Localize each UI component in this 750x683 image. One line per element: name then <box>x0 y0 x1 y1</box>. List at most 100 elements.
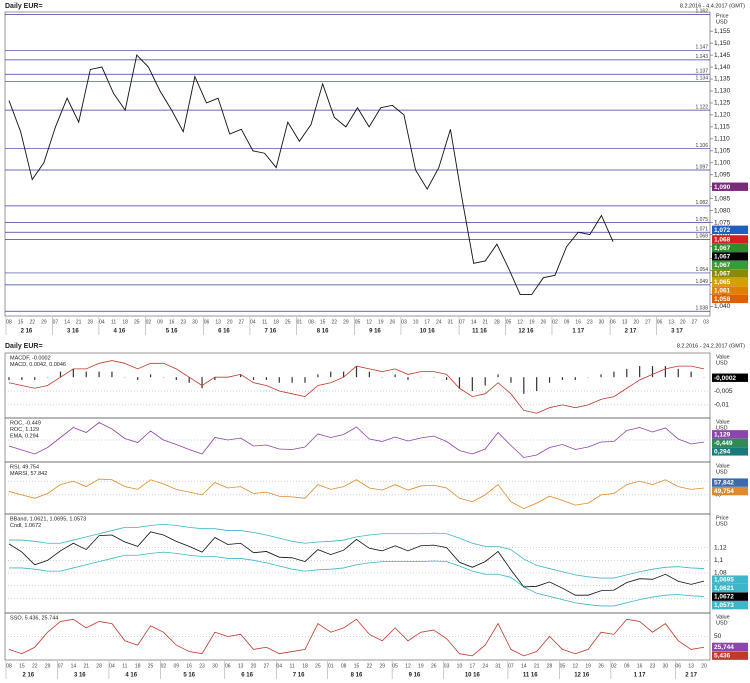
y-tick-label: 1,155 <box>714 28 731 35</box>
x-tick-label: 23 <box>650 663 656 669</box>
y-tick-label: 1,115 <box>714 124 730 131</box>
x-tick-label: 27 <box>645 319 651 325</box>
y-tick-label: 1,135 <box>714 76 731 83</box>
value-box <box>712 583 748 593</box>
x-tick-label: 15 <box>354 663 360 669</box>
y-tick-label: 1,145 <box>714 52 731 59</box>
value-box-label: 1,067 <box>714 245 731 252</box>
y-label: Price <box>716 13 729 19</box>
value-box-label: 1,0621 <box>714 585 734 592</box>
y-tick-label: 1,08 <box>714 570 727 577</box>
x-month-label: 8 16 <box>317 329 329 335</box>
value-box <box>712 260 748 270</box>
x-tick-label: 02 <box>146 319 152 325</box>
plot-frame <box>4 11 711 317</box>
x-month-label: 8 16 <box>351 673 363 679</box>
series-line <box>9 551 705 607</box>
x-tick-label: 27 <box>239 319 245 325</box>
x-month-label: 5 16 <box>166 329 178 335</box>
y-tick-label: 1,085 <box>714 195 731 202</box>
histogram-bar <box>317 374 319 378</box>
y-tick-label: 1,105 <box>714 148 731 155</box>
value-box <box>712 252 748 261</box>
x-tick-label: 18 <box>135 663 141 669</box>
x-tick-label: 05 <box>560 663 566 669</box>
x-month-label: 4 16 <box>125 673 137 679</box>
panel-y-unit: USD <box>716 620 728 626</box>
x-tick-label: 14 <box>521 663 527 669</box>
x-tick-label: 05 <box>355 319 361 325</box>
histogram-bar <box>394 374 396 378</box>
x-month-label: 3 16 <box>67 329 79 335</box>
x-tick-label: 11 <box>122 663 127 669</box>
x-tick-label: 08 <box>341 663 347 669</box>
y-tick-label: 1,125 <box>714 100 731 107</box>
panel-y-unit: USD <box>716 469 728 475</box>
level-label: 1.049 <box>695 279 708 285</box>
x-tick-label: 02 <box>552 319 558 325</box>
series-line <box>8 422 705 458</box>
x-tick-label: 03 <box>703 319 709 325</box>
x-tick-label: 10 <box>413 319 419 325</box>
x-tick-label: 06 <box>204 319 210 325</box>
x-tick-label: 22 <box>29 319 35 325</box>
histogram-bar <box>497 374 499 378</box>
value-box <box>712 651 748 660</box>
x-tick-label: 21 <box>483 319 489 325</box>
legend-entry: ROC, 1.129 <box>10 427 39 433</box>
panel-y-label: Value <box>716 614 730 620</box>
x-tick-label: 14 <box>71 663 77 669</box>
histogram-bar <box>561 377 564 380</box>
x-tick-label: 11 <box>290 663 295 669</box>
x-tick-label: 13 <box>622 319 628 325</box>
x-tick-label: 19 <box>378 319 384 325</box>
value-box-label: 0,294 <box>714 448 731 455</box>
level-label: 1.071 <box>695 227 708 233</box>
histogram-bar <box>548 377 551 383</box>
x-tick-label: 28 <box>96 663 102 669</box>
x-tick-label: 28 <box>494 319 500 325</box>
y-tick-label: 1,110 <box>714 136 730 143</box>
histogram-bar <box>278 377 280 383</box>
histogram-bar <box>523 377 525 394</box>
x-month-label: 12 16 <box>518 329 534 335</box>
series-line <box>8 531 705 596</box>
x-tick-label: 26 <box>598 663 604 669</box>
x-tick-label: 07 <box>53 319 59 325</box>
x-tick-label: 31 <box>448 319 454 325</box>
x-tick-label: 25 <box>134 319 140 325</box>
level-label: 1.134 <box>695 76 708 82</box>
x-tick-label: 06 <box>610 319 616 325</box>
value-box <box>712 575 748 584</box>
panel-y-label: Price <box>716 515 729 521</box>
value-box-label: 1,068 <box>714 236 731 243</box>
legend-entry: MACDF, -0.0002 <box>10 355 51 361</box>
histogram-bar <box>137 377 139 380</box>
x-tick-label: 29 <box>379 663 385 669</box>
level-label: 1.068 <box>695 234 708 240</box>
histogram-bar <box>111 371 113 378</box>
value-box <box>712 373 748 382</box>
legend-entry: EMA, 0.294 <box>10 433 39 439</box>
legend-entry: BBand, 1.0621, 1.0695, 1.0573 <box>10 516 86 522</box>
histogram-bar <box>626 368 628 378</box>
x-tick-label: 11 <box>111 319 116 325</box>
x-tick-label: 09 <box>564 319 570 325</box>
x-tick-label: 30 <box>663 663 669 669</box>
x-tick-label: 11 <box>262 319 267 325</box>
x-tick-label: 13 <box>238 663 244 669</box>
x-tick-label: 20 <box>251 663 257 669</box>
x-month-label: 5 16 <box>183 673 195 679</box>
x-month-label: 2 16 <box>22 673 34 679</box>
value-box <box>712 286 748 295</box>
histogram-bar <box>149 374 152 378</box>
histogram-bar <box>98 371 100 378</box>
y-unit: USD <box>716 19 728 25</box>
level-label: 1.038 <box>695 306 708 312</box>
x-tick-label: 09 <box>174 663 180 669</box>
value-box <box>712 430 748 439</box>
x-month-label: 3 16 <box>74 673 86 679</box>
histogram-bar <box>72 368 74 378</box>
x-tick-label: 21 <box>76 319 82 325</box>
value-box <box>712 600 748 610</box>
